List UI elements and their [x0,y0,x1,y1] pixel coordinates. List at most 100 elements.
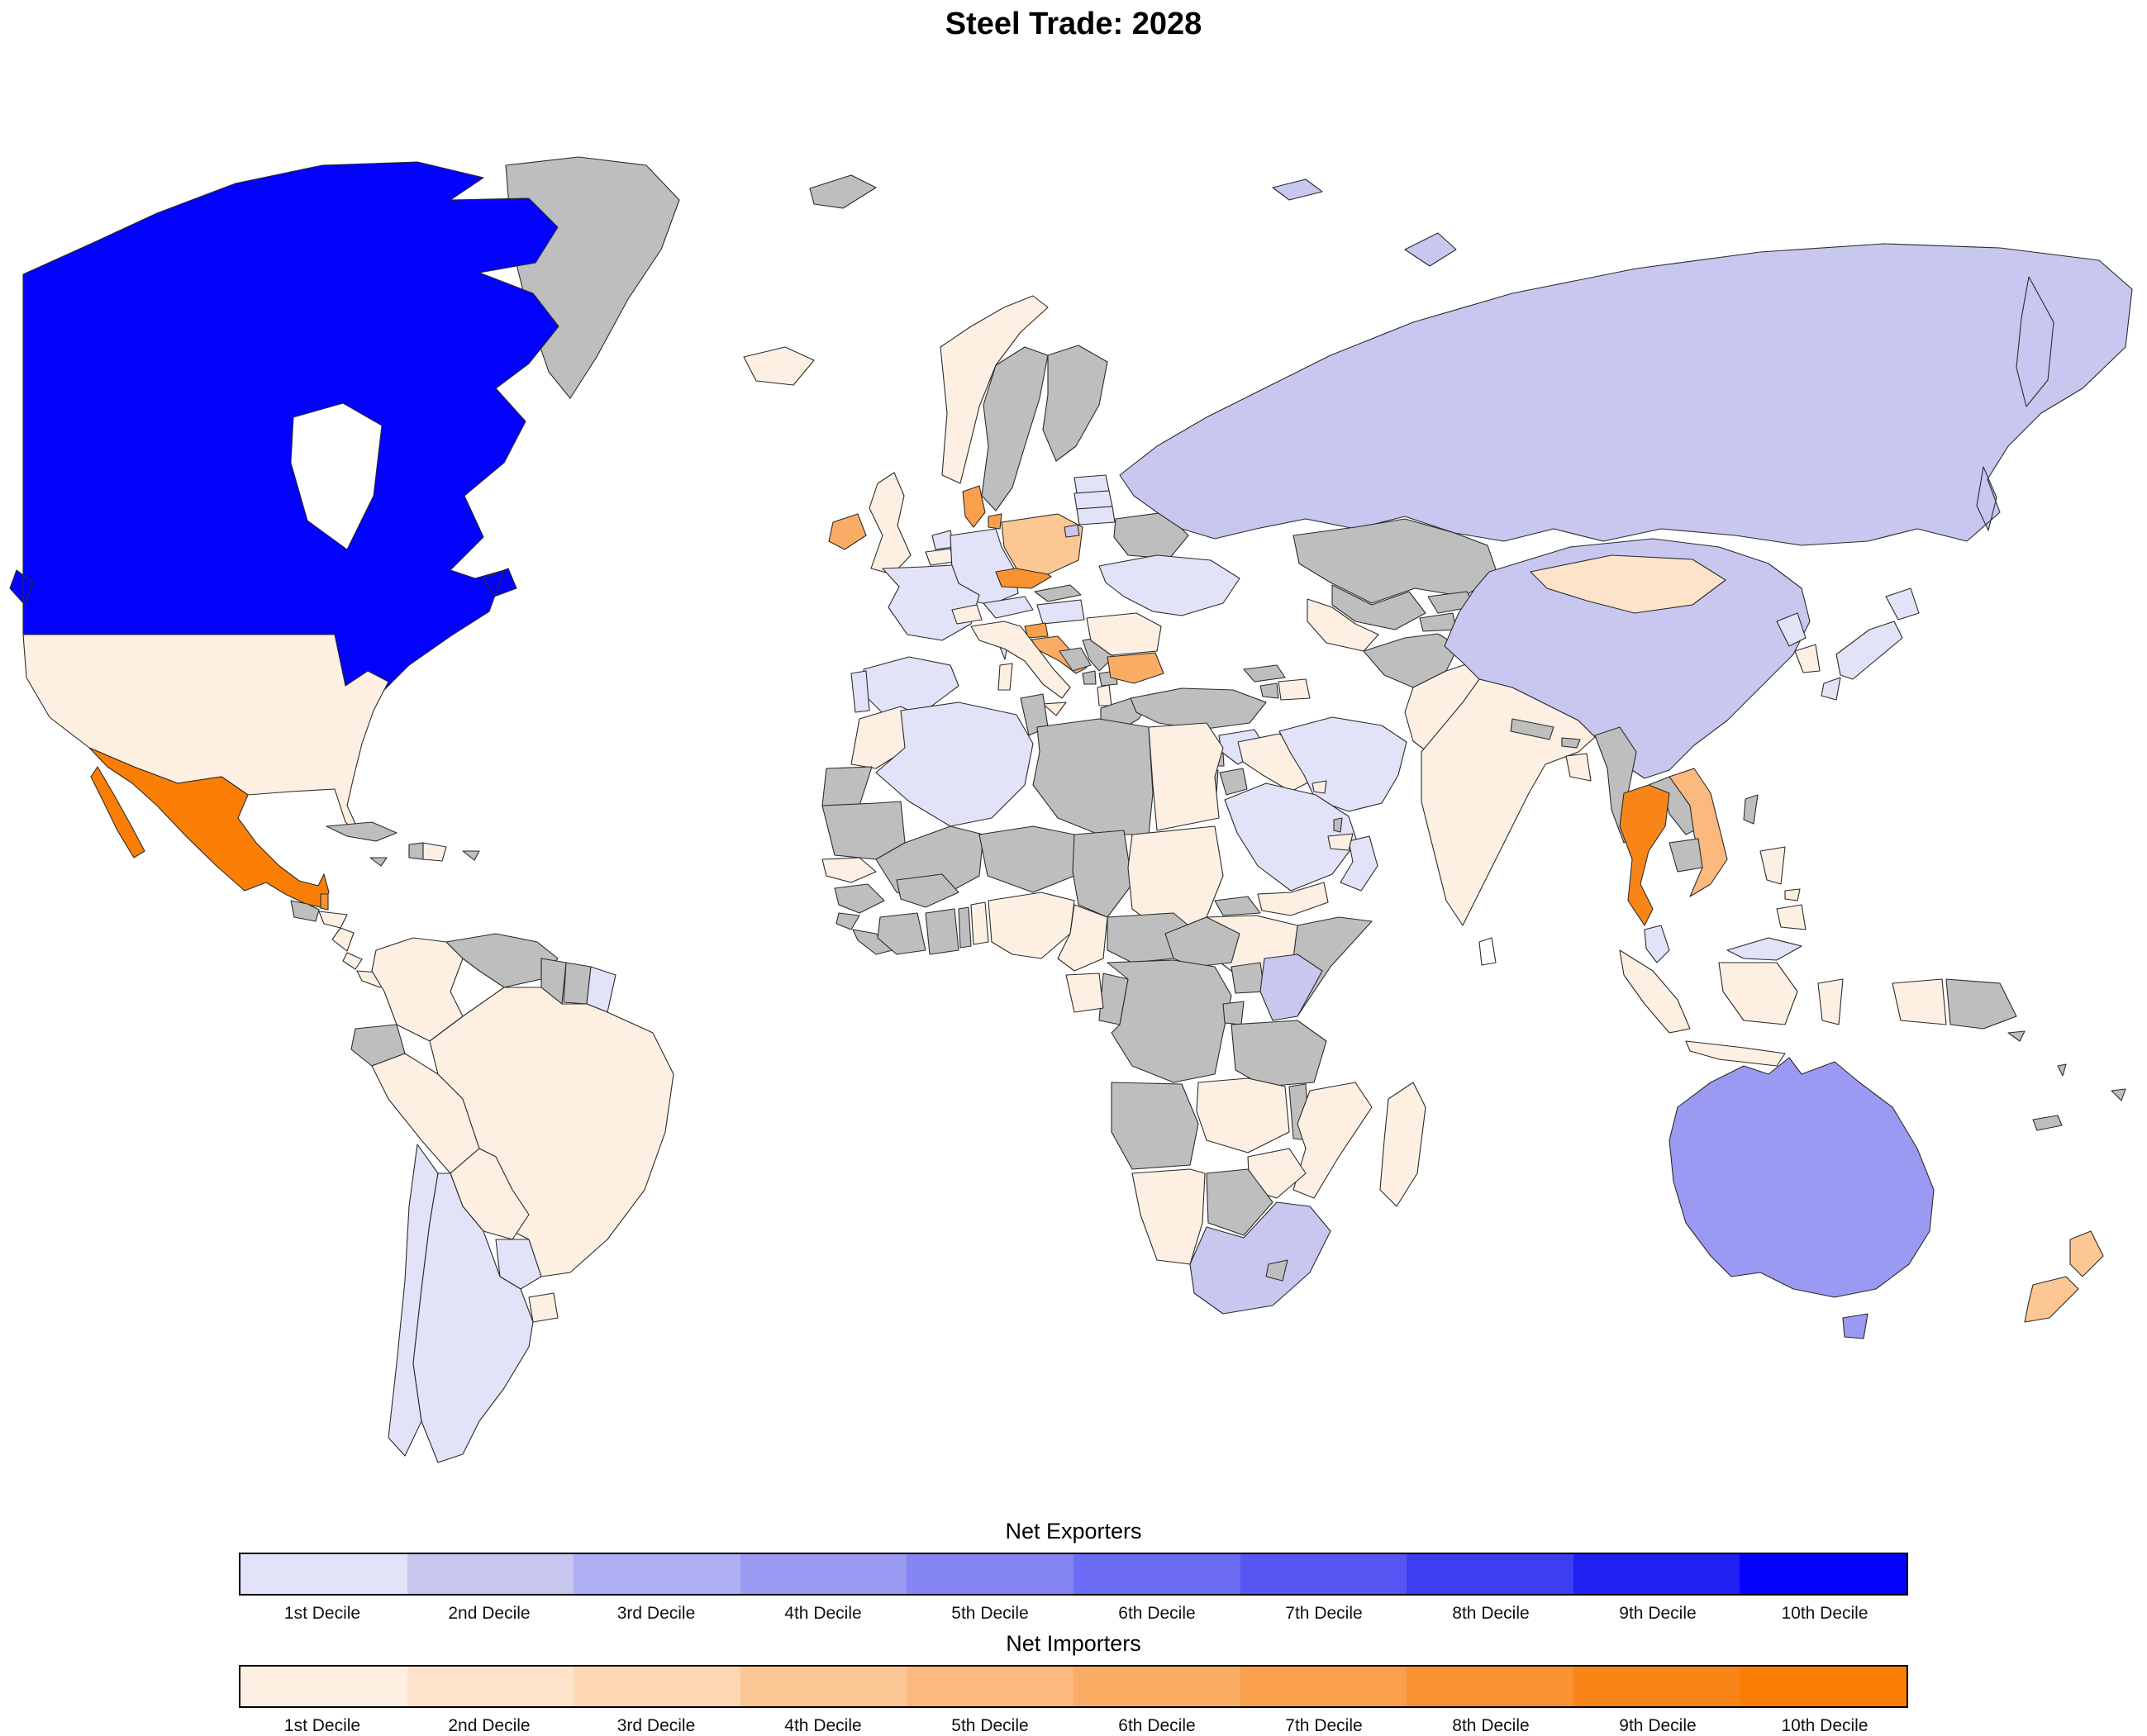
country-philippines [1759,846,1807,930]
country-armenia [1259,683,1279,699]
legend-net-importers: Net Importers 1st Decile 2nd Decile 3rd De… [239,1631,1908,1736]
country-ireland [828,513,867,550]
country-dominican-republic [422,842,447,862]
legend-decile-label: 6th Decile [1118,1716,1196,1735]
country-vietnam [1669,768,1728,897]
legend-color-segment [1740,1667,1907,1706]
country-argentina [412,1172,534,1463]
legend-decile-label: 4th Decile [784,1716,862,1735]
country-costa-rica [342,952,363,970]
legend-decile-label: 10th Decile [1781,1716,1869,1735]
country-botswana [1206,1168,1273,1236]
legend-decile-label: 2nd Decile [448,1716,531,1735]
legend-decile-label: 3rd Decile [616,1604,696,1623]
country-denmark [962,485,1002,530]
country-burkina-faso [896,873,959,908]
country-austria [983,596,1034,619]
legend-decile-label: 5th Decile [951,1604,1029,1623]
country-bosnia [1059,647,1092,672]
country-puerto-rico [462,850,480,861]
country-bulgaria [1107,652,1164,684]
country-nicaragua [331,927,355,952]
country-afghanistan [1363,633,1459,688]
legend-decile-label: 7th Decile [1285,1716,1363,1735]
country-finland [1042,345,1108,462]
country-hungary [1036,599,1085,625]
country-fiji [2111,1088,2126,1101]
country-australia [1669,1057,1935,1339]
country-poland [1001,513,1083,575]
country-south-africa [1189,1201,1331,1315]
legend-decile-label: 5th Decile [951,1716,1029,1735]
country-greenland [505,156,680,399]
country-svalbard [809,174,877,209]
legend-color-segment [1573,1554,1740,1594]
legend-exporters-labels: 1st Decile 2nd Decile 3rd Decile 4th Decile… [239,1604,1908,1624]
country-switzerland [951,604,983,625]
country-slovakia [1034,584,1082,602]
legend-color-segment [740,1554,907,1594]
legend-decile-label: 6th Decile [1118,1604,1196,1623]
country-namibia [1131,1168,1206,1265]
country-sri-lanka [1478,937,1497,966]
country-nepal [1510,718,1554,740]
legend-color-segment [407,1667,574,1706]
legend-color-segment [740,1667,907,1706]
country-sierra-leone [835,912,860,930]
legend-color-segment [240,1554,407,1594]
country-mongolia [1530,554,1726,614]
legend-decile-label: 2nd Decile [448,1604,531,1623]
country-new-caledonia [2032,1115,2063,1131]
country-egypt [1148,722,1224,831]
country-qatar [1333,817,1343,833]
country-niger [978,825,1075,893]
country-belize [320,893,329,911]
legend-decile-label: 3rd Decile [616,1716,696,1735]
country-uae [1327,833,1354,851]
country-madagascar [1379,1082,1426,1207]
country-kuwait [1312,780,1327,794]
country-azerbaijan [1278,678,1311,701]
country-montenegro [1082,670,1097,685]
country-papua-new-guinea [1945,978,2017,1030]
country-italy [970,621,1071,716]
country-iran [1278,716,1407,812]
legend-color-segment [574,1667,740,1706]
country-united-kingdom [869,472,912,575]
legend-importers-colorbar [239,1665,1908,1708]
country-togo [958,906,972,949]
legend-exporters-colorbar [239,1553,1908,1596]
country-senegal [821,857,877,883]
country-spain [863,656,959,720]
country-sweden [981,346,1049,511]
country-thailand [1619,784,1670,926]
legend-net-exporters: Net Exporters 1st Decile 2nd Decile 3rd De… [239,1519,1908,1624]
country-tajikistan [1419,612,1457,632]
legend-color-segment [407,1554,574,1594]
country-chad [1072,830,1133,918]
legend-importers-title: Net Importers [1006,1631,1141,1656]
country-new-zealand [2024,1230,2104,1323]
country-lesotho [1265,1259,1288,1282]
legend-decile-label: 9th Decile [1619,1604,1697,1623]
country-uruguay [528,1292,559,1323]
legend-color-segment [1573,1667,1740,1706]
country-turkey [1130,687,1267,730]
country-ivory-coast [877,912,926,955]
country-romania [1086,612,1162,656]
country-western-sahara [821,766,873,806]
country-bangladesh [1565,753,1592,782]
hudson-bay [290,402,383,550]
country-estonia [1074,474,1110,494]
legend-decile-label: 8th Decile [1452,1716,1530,1735]
country-lithuania [1076,506,1116,526]
legend-decile-label: 1st Decile [283,1604,361,1623]
legend-color-segment [907,1554,1074,1594]
country-belgium [925,548,954,566]
country-benin [970,901,989,945]
country-yemen [1257,882,1329,916]
country-algeria [875,702,1034,827]
country-eritrea [1214,896,1261,916]
country-russia [1064,178,2133,546]
